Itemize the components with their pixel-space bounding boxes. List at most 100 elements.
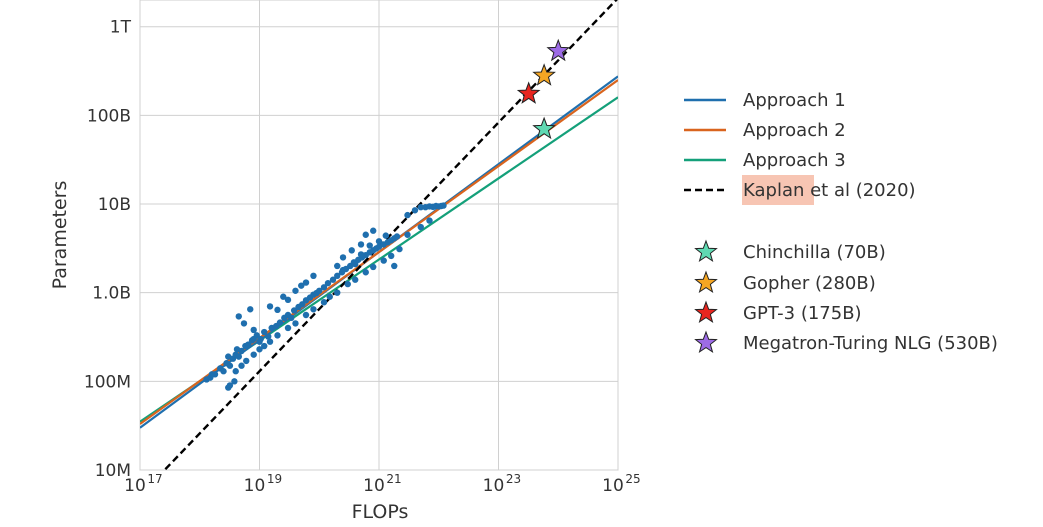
scatter-point bbox=[375, 238, 383, 245]
scatter-point bbox=[226, 362, 234, 369]
scatter-point bbox=[243, 357, 250, 365]
scatter-point bbox=[339, 266, 347, 274]
scatter-points bbox=[203, 202, 447, 391]
scatter-point bbox=[396, 245, 403, 253]
scatter-point bbox=[220, 368, 227, 375]
y-axis-title: Parameters bbox=[49, 181, 71, 290]
scatter-point bbox=[276, 319, 284, 326]
scatter-point bbox=[231, 378, 238, 385]
legend-label: Chinchilla (70B) bbox=[743, 242, 886, 263]
scatter-point bbox=[417, 204, 424, 211]
y-tick-label: 100M bbox=[84, 372, 131, 392]
scatter-point bbox=[284, 296, 292, 304]
x-tick-label: 10 bbox=[483, 476, 505, 496]
scatter-point bbox=[266, 303, 274, 310]
y-tick-label: 1T bbox=[110, 18, 132, 38]
scatter-point bbox=[250, 326, 257, 334]
legend-label: Kaplan et al (2020) bbox=[743, 180, 916, 201]
legend-label: GPT-3 (175B) bbox=[743, 303, 862, 324]
scatter-point bbox=[208, 371, 216, 378]
scatter-point bbox=[404, 211, 411, 219]
legend-label: Megatron-Turing NLG (530B) bbox=[743, 333, 998, 354]
legend-label: Approach 1 bbox=[743, 90, 846, 111]
legend-star-icon bbox=[694, 270, 718, 294]
scatter-point bbox=[387, 252, 395, 260]
scatter-point bbox=[238, 347, 245, 355]
x-tick-exponent: 23 bbox=[506, 472, 521, 486]
model-star-marker bbox=[532, 116, 556, 140]
scatter-point bbox=[226, 382, 234, 389]
x-tick-exponent: 17 bbox=[147, 472, 162, 486]
scatter-point bbox=[292, 287, 299, 294]
x-tick-label: 10 bbox=[244, 476, 266, 496]
scatter-point bbox=[316, 287, 323, 294]
scatter-point bbox=[370, 263, 377, 271]
legend-star-icon bbox=[694, 330, 718, 354]
y-tick-label: 10M bbox=[95, 461, 131, 481]
scatter-point bbox=[375, 243, 383, 250]
scatter-point bbox=[266, 338, 274, 345]
scatter-point bbox=[426, 217, 433, 224]
x-axis-title: FLOPs bbox=[352, 501, 409, 523]
scatter-point bbox=[238, 362, 245, 369]
scatter-point bbox=[284, 324, 292, 332]
scatter-point bbox=[290, 307, 298, 314]
scatter-point bbox=[265, 333, 272, 340]
scatter-point bbox=[225, 353, 232, 360]
scatter-point bbox=[370, 227, 377, 234]
y-tick-label: 100B bbox=[87, 106, 131, 126]
scatter-point bbox=[324, 279, 332, 287]
x-tick-label: 10 bbox=[363, 476, 385, 496]
legend: Approach 1 Approach 2 Approach 3 Kaplan et … bbox=[684, 90, 998, 354]
scatter-point bbox=[380, 257, 387, 264]
highlight-box bbox=[742, 175, 814, 205]
scatter-point bbox=[339, 254, 347, 261]
scatter-point bbox=[334, 289, 341, 296]
scatter-point bbox=[274, 306, 281, 314]
scatter-point bbox=[298, 282, 305, 289]
scatter-point bbox=[320, 284, 328, 291]
scatter-point bbox=[302, 279, 310, 286]
scatter-point bbox=[245, 341, 252, 348]
model-star-marker bbox=[546, 38, 571, 62]
grid bbox=[139, 0, 619, 471]
x-tick-exponent: 19 bbox=[267, 472, 282, 486]
scatter-point bbox=[440, 202, 447, 209]
scatter-point bbox=[393, 233, 401, 240]
scatter-point bbox=[417, 223, 424, 231]
scatter-point bbox=[348, 247, 355, 254]
model-star-marker bbox=[516, 81, 541, 104]
model-star-marker bbox=[532, 63, 556, 86]
scatter-point bbox=[261, 342, 268, 350]
legend-star-icon bbox=[694, 239, 718, 263]
model-markers bbox=[516, 38, 571, 140]
scatter-point bbox=[235, 353, 242, 360]
scatter-point bbox=[302, 311, 310, 319]
legend-label: Approach 2 bbox=[743, 120, 846, 141]
scatter-point bbox=[240, 320, 248, 327]
scatter-point bbox=[352, 260, 359, 268]
scatter-point bbox=[329, 276, 337, 283]
scatter-point bbox=[357, 251, 365, 258]
scatter-point bbox=[334, 262, 341, 270]
scatter-point bbox=[235, 313, 242, 320]
x-tick-label: 10 bbox=[124, 476, 146, 496]
scatter-point bbox=[344, 280, 351, 288]
scatter-point bbox=[352, 276, 359, 283]
scatter-point bbox=[274, 332, 281, 339]
scatter-point bbox=[391, 262, 398, 270]
scatter-point bbox=[261, 328, 268, 336]
y-tick-label: 10B bbox=[98, 195, 131, 215]
x-tick-label: 10 bbox=[602, 476, 624, 496]
x-tick-exponent: 21 bbox=[386, 472, 401, 486]
scatter-point bbox=[250, 351, 257, 358]
scatter-point bbox=[362, 269, 369, 276]
scatter-point bbox=[310, 272, 317, 280]
scatter-point bbox=[366, 242, 373, 249]
scatter-point bbox=[326, 293, 333, 300]
scatter-point bbox=[256, 346, 263, 353]
scatter-point bbox=[310, 306, 317, 313]
scatter-point bbox=[382, 232, 390, 239]
